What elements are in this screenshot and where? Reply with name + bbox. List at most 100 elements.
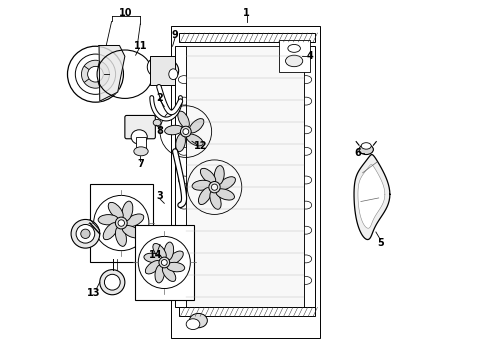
Text: 3: 3 xyxy=(157,191,163,201)
Text: 5: 5 xyxy=(377,238,384,248)
Bar xyxy=(172,26,320,338)
Ellipse shape xyxy=(134,147,148,156)
Ellipse shape xyxy=(144,253,162,263)
Circle shape xyxy=(159,257,170,268)
Bar xyxy=(186,45,304,307)
Ellipse shape xyxy=(210,191,221,209)
Ellipse shape xyxy=(178,111,189,128)
Ellipse shape xyxy=(153,243,166,259)
Text: 6: 6 xyxy=(355,148,361,158)
Ellipse shape xyxy=(178,147,190,155)
Ellipse shape xyxy=(178,226,190,234)
Bar xyxy=(175,45,186,307)
Ellipse shape xyxy=(164,242,173,260)
Circle shape xyxy=(118,220,124,226)
Text: 12: 12 xyxy=(194,141,208,151)
Bar xyxy=(279,40,310,72)
Ellipse shape xyxy=(286,55,303,67)
Polygon shape xyxy=(358,165,385,228)
Ellipse shape xyxy=(186,134,203,146)
Text: 1: 1 xyxy=(244,8,250,18)
Ellipse shape xyxy=(300,176,312,184)
Circle shape xyxy=(94,195,149,251)
Bar xyxy=(179,33,315,42)
Bar xyxy=(136,137,147,151)
Ellipse shape xyxy=(214,166,224,185)
Bar xyxy=(304,45,315,307)
Text: 4: 4 xyxy=(306,51,313,61)
Ellipse shape xyxy=(300,226,312,234)
Ellipse shape xyxy=(178,276,190,284)
Ellipse shape xyxy=(300,255,312,263)
Ellipse shape xyxy=(153,59,179,82)
Ellipse shape xyxy=(167,262,185,272)
Ellipse shape xyxy=(178,176,190,184)
Circle shape xyxy=(211,184,218,190)
Circle shape xyxy=(115,217,127,229)
Circle shape xyxy=(138,237,190,288)
Ellipse shape xyxy=(178,76,190,84)
Ellipse shape xyxy=(361,143,371,149)
Ellipse shape xyxy=(300,126,312,134)
Circle shape xyxy=(81,60,109,88)
Ellipse shape xyxy=(300,76,312,84)
Circle shape xyxy=(180,126,191,137)
Ellipse shape xyxy=(178,255,190,263)
Ellipse shape xyxy=(178,126,190,134)
Ellipse shape xyxy=(178,201,190,209)
Ellipse shape xyxy=(192,180,211,190)
Circle shape xyxy=(81,229,90,238)
Ellipse shape xyxy=(186,319,200,329)
Circle shape xyxy=(161,260,167,265)
Ellipse shape xyxy=(155,265,165,283)
Text: 9: 9 xyxy=(172,30,178,40)
Circle shape xyxy=(71,220,100,248)
Ellipse shape xyxy=(300,147,312,155)
Bar xyxy=(135,225,194,300)
Ellipse shape xyxy=(98,215,118,225)
Circle shape xyxy=(88,66,103,82)
Text: 14: 14 xyxy=(149,249,163,260)
Ellipse shape xyxy=(216,189,235,200)
Circle shape xyxy=(100,270,125,295)
Circle shape xyxy=(183,129,189,135)
Ellipse shape xyxy=(300,276,312,284)
Ellipse shape xyxy=(147,57,167,77)
Text: 2: 2 xyxy=(157,93,163,103)
Ellipse shape xyxy=(125,214,144,227)
Ellipse shape xyxy=(218,177,236,190)
Ellipse shape xyxy=(108,202,123,219)
Text: 7: 7 xyxy=(137,159,144,169)
Ellipse shape xyxy=(162,266,176,282)
Ellipse shape xyxy=(116,226,126,246)
Ellipse shape xyxy=(189,118,204,133)
Ellipse shape xyxy=(168,251,183,265)
Circle shape xyxy=(76,225,95,243)
Bar xyxy=(90,184,153,262)
Ellipse shape xyxy=(359,144,373,154)
Ellipse shape xyxy=(165,125,183,135)
Ellipse shape xyxy=(300,201,312,209)
FancyBboxPatch shape xyxy=(125,116,155,139)
Text: 10: 10 xyxy=(119,8,133,18)
Text: 8: 8 xyxy=(157,126,164,135)
Ellipse shape xyxy=(288,44,300,52)
Ellipse shape xyxy=(146,261,161,274)
Ellipse shape xyxy=(198,187,212,204)
Ellipse shape xyxy=(153,120,161,126)
Ellipse shape xyxy=(300,97,312,105)
Bar xyxy=(150,56,175,85)
Bar xyxy=(179,307,315,316)
Ellipse shape xyxy=(131,130,147,144)
Polygon shape xyxy=(354,154,390,239)
Ellipse shape xyxy=(122,225,141,238)
Ellipse shape xyxy=(169,69,178,80)
Ellipse shape xyxy=(176,134,185,152)
Circle shape xyxy=(104,274,120,290)
Text: 11: 11 xyxy=(134,41,148,50)
Ellipse shape xyxy=(103,222,118,240)
Ellipse shape xyxy=(178,97,190,105)
Ellipse shape xyxy=(190,314,207,328)
Circle shape xyxy=(75,54,116,94)
Circle shape xyxy=(209,181,220,193)
